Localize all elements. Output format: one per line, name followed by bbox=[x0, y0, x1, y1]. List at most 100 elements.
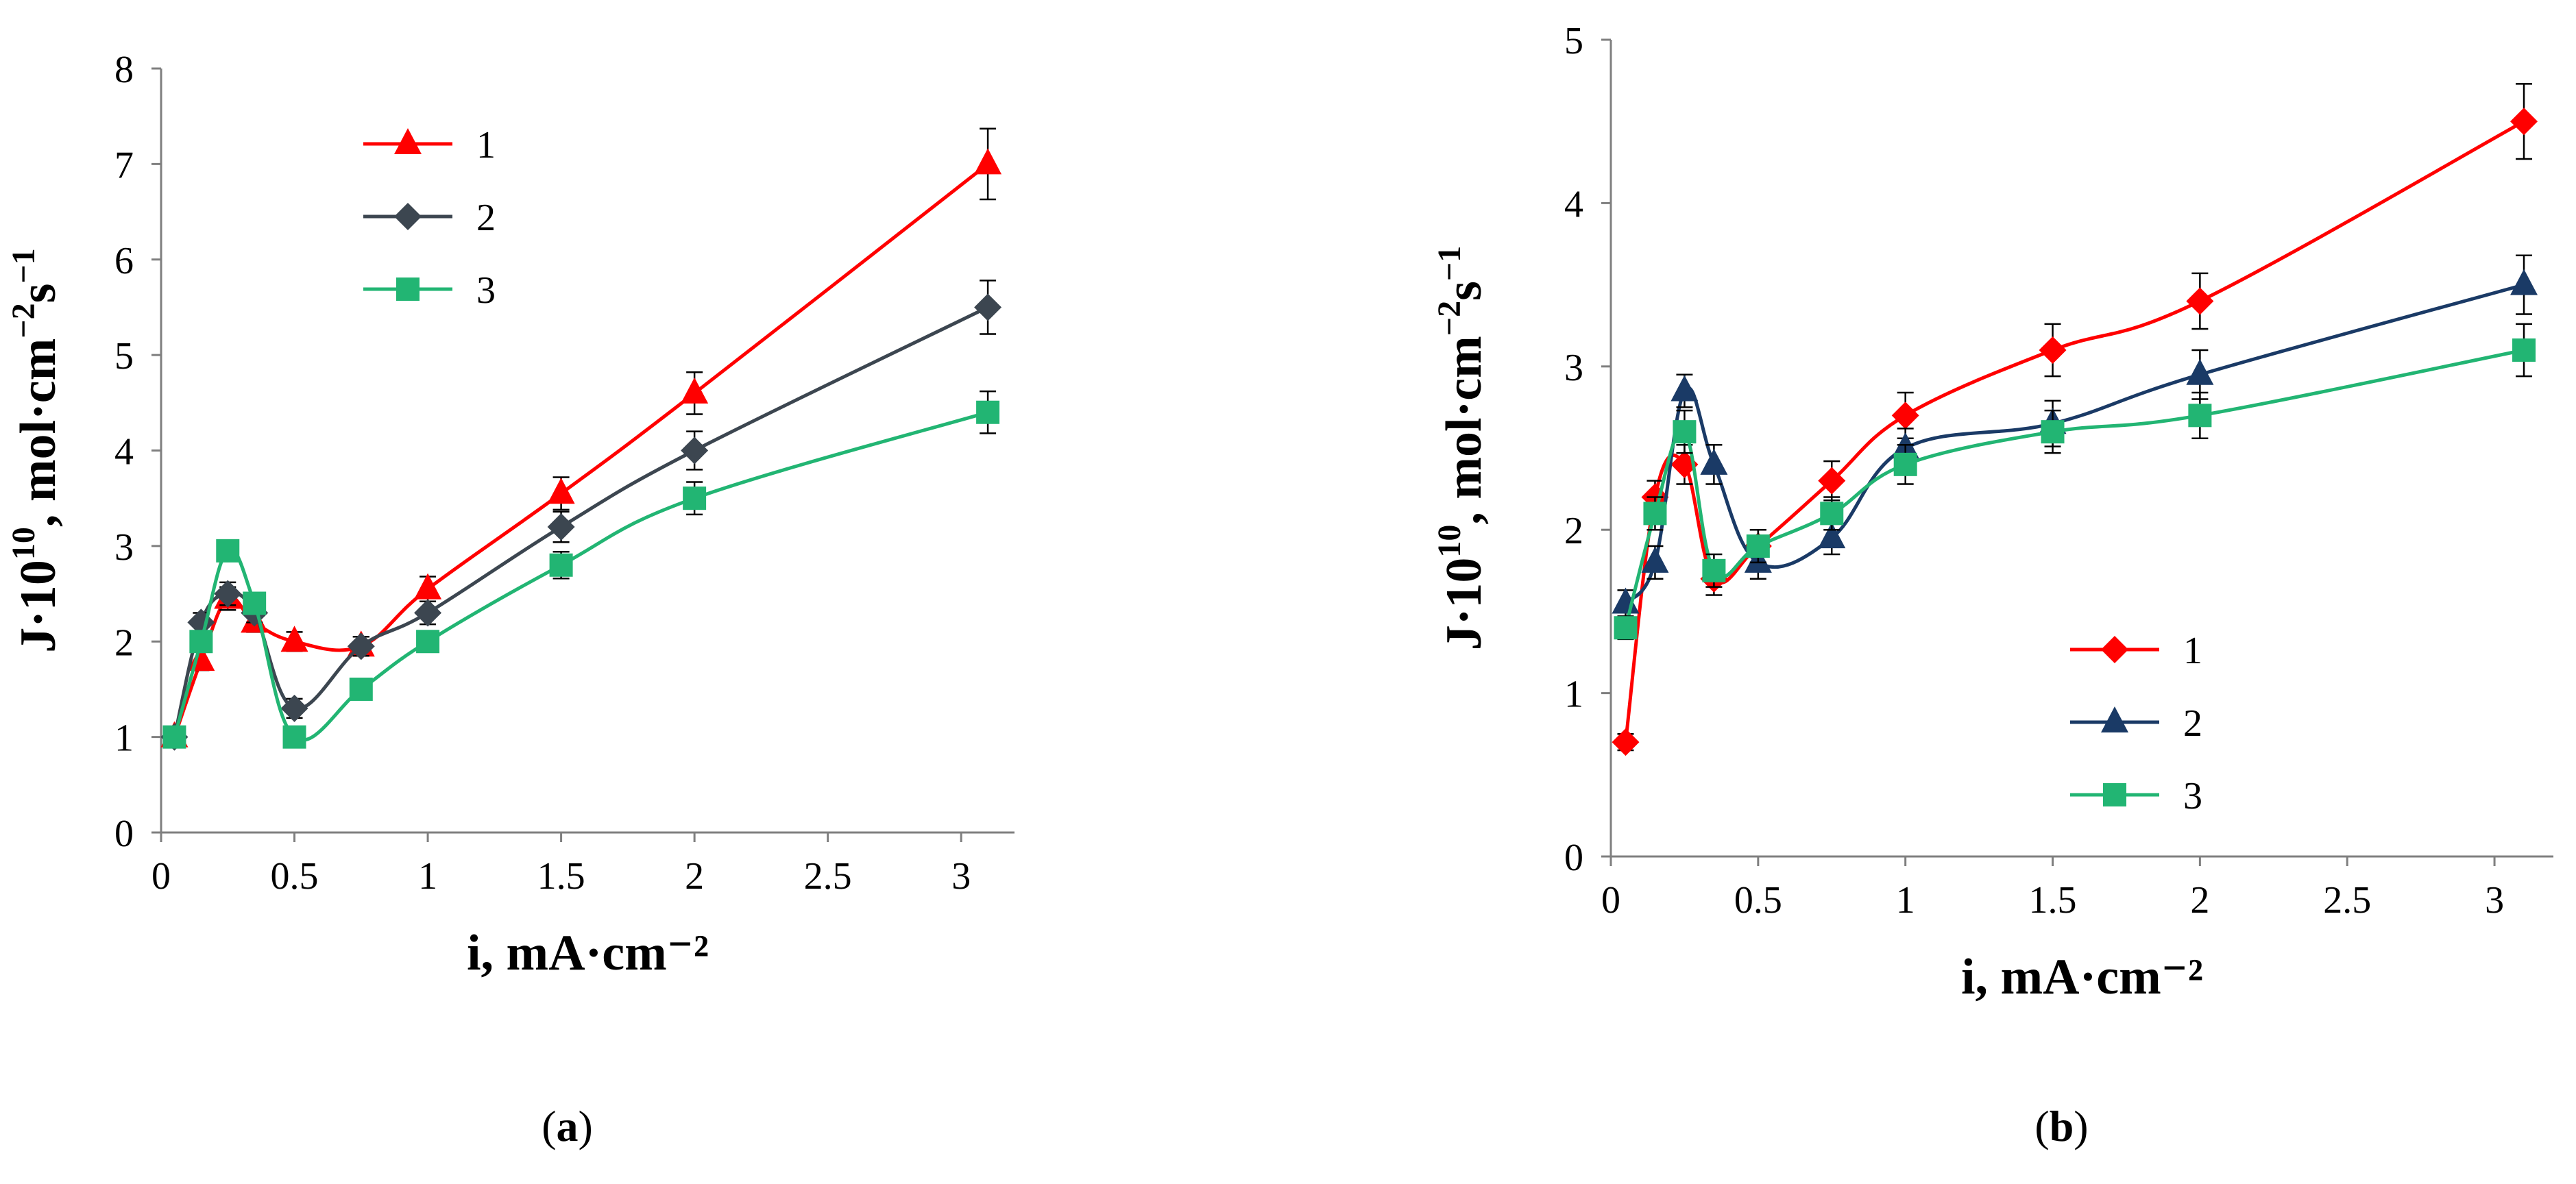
chart-b-series-3-line bbox=[1624, 348, 2525, 628]
chart-a-series-1-point bbox=[414, 573, 442, 600]
chart-a-x-tick-label: 1.5 bbox=[537, 855, 585, 898]
chart-a-series-3-point bbox=[416, 630, 440, 654]
chart-a-series-1-point bbox=[280, 626, 308, 652]
chart-b-y-tick-label: 3 bbox=[1564, 347, 1583, 389]
chart-a-y-tick-label: 0 bbox=[114, 813, 134, 855]
chart-b-legend-swatch-marker bbox=[2101, 636, 2128, 663]
chart-b-series-1 bbox=[1612, 83, 2538, 756]
chart-a-series-2-point bbox=[974, 293, 1002, 321]
chart-a-legend-label: 3 bbox=[476, 269, 496, 312]
chart-b-series-1-point bbox=[1612, 728, 1640, 756]
chart-a-y-tick-label: 7 bbox=[114, 144, 134, 186]
chart-b-series-2-point bbox=[2510, 269, 2538, 295]
chart-b-x-tick-label: 2 bbox=[2190, 879, 2209, 922]
chart-a-legend-label: 2 bbox=[476, 197, 496, 239]
chart-b-caption: (b) bbox=[2034, 1102, 2088, 1150]
chart-a-legend: 1 2 3 bbox=[363, 124, 496, 312]
chart-a-series-3 bbox=[162, 390, 1000, 749]
chart-a-legend-swatch-marker bbox=[396, 278, 420, 301]
chart-a-series-3-point bbox=[349, 677, 373, 701]
chart-a-y-tick-label: 8 bbox=[114, 49, 134, 91]
chart-b-x-tick-label: 1.5 bbox=[2029, 879, 2077, 922]
chart-b-series-3-point bbox=[1643, 502, 1667, 526]
chart-b-series-3-point bbox=[2188, 404, 2212, 428]
chart-b-legend: 1 2 3 bbox=[2070, 630, 2202, 817]
chart-a-y-tick-label: 4 bbox=[114, 431, 134, 473]
chart-b-y-tick-label: 4 bbox=[1564, 183, 1583, 225]
chart-a-series-3-point bbox=[189, 630, 213, 654]
chart-b-legend-swatch-marker bbox=[2103, 783, 2126, 806]
chart-a-y-tick-label: 3 bbox=[114, 526, 134, 569]
chart-b-series-1-point bbox=[1891, 402, 1919, 430]
chart-b-x-tick-label: 2.5 bbox=[2323, 879, 2371, 922]
chart-b-series-1-point bbox=[2510, 108, 2538, 136]
chart-a-y-tick-label: 5 bbox=[114, 335, 134, 378]
chart-b-series-1-point bbox=[2186, 287, 2214, 315]
chart-a-series-3-line bbox=[173, 410, 988, 742]
chart-a-y-tick-label: 2 bbox=[114, 621, 134, 664]
chart-panel-a: 0 1 2 3 4 5 6 7 8 0 0.5 1 1.5 2 2.5 3 i, mA·cm⁻² J·1010, … bbox=[5, 49, 1014, 1150]
chart-b-x-tick-label: 1 bbox=[1896, 879, 1915, 922]
chart-a-legend-swatch-marker bbox=[394, 203, 422, 230]
chart-a-series-3-point bbox=[976, 400, 1000, 424]
chart-b-series-3-point bbox=[1673, 420, 1697, 444]
chart-a-series-2-point bbox=[214, 580, 242, 608]
chart-panel-b: 0 1 2 3 4 5 0 0.5 1 1.5 2 2.5 3 i, mA·cm⁻² J·1010, mol… bbox=[1431, 20, 2553, 1150]
chart-a-series-2-point bbox=[347, 632, 375, 661]
chart-b-series-3-point bbox=[1820, 502, 1844, 526]
chart-b-y-axis-label: J·1010, mol·cm−2s−1 bbox=[1431, 246, 1492, 651]
chart-a-series-2-point bbox=[414, 599, 442, 627]
chart-b-x-axis-label: i, mA·cm⁻² bbox=[1961, 949, 2203, 1005]
chart-b-series-1-point bbox=[1818, 467, 1846, 495]
chart-b-x-tick-label: 0 bbox=[1601, 879, 1620, 922]
chart-b-series-3-point bbox=[1614, 616, 1638, 640]
chart-b-series-2-point bbox=[2186, 358, 2214, 385]
chart-a-series-2 bbox=[160, 280, 1002, 751]
chart-a-x-tick-label: 3 bbox=[951, 855, 971, 898]
chart-b-y-tick-label: 1 bbox=[1564, 674, 1583, 716]
chart-a-series-3-point bbox=[683, 486, 707, 510]
chart-b-series-3-point bbox=[1893, 452, 1917, 476]
chart-b-series-3-point bbox=[1702, 558, 1726, 582]
chart-b-y-tick-label: 0 bbox=[1564, 837, 1583, 879]
chart-b-series-3-point bbox=[2041, 420, 2065, 444]
chart-a-legend-label: 1 bbox=[476, 124, 496, 166]
chart-a-series-1 bbox=[160, 127, 1002, 748]
chart-b-series-1-point bbox=[2039, 336, 2067, 364]
chart-a-series-1-point bbox=[974, 148, 1002, 175]
chart-a-x-tick-label: 1 bbox=[418, 855, 437, 898]
chart-a-series-3-point bbox=[216, 539, 240, 563]
chart-a-x-tick-label: 2.5 bbox=[804, 855, 852, 898]
chart-b-y-tick-label: 5 bbox=[1564, 20, 1583, 62]
chart-b-series-2-point bbox=[1700, 448, 1728, 475]
chart-b-legend-label: 1 bbox=[2183, 630, 2202, 672]
chart-b-y-tick-label: 2 bbox=[1564, 510, 1583, 552]
chart-a-series-1-point bbox=[547, 478, 575, 504]
chart-a-x-tick-label: 2 bbox=[685, 855, 704, 898]
chart-b-x-tick-label: 3 bbox=[2485, 879, 2504, 922]
chart-a-y-tick-label: 1 bbox=[114, 717, 134, 760]
chart-a-x-tick-label: 0 bbox=[151, 855, 171, 898]
chart-a-series-3-point bbox=[549, 553, 573, 577]
chart-a-x-axis-label: i, mA·cm⁻² bbox=[467, 925, 709, 981]
chart-a-series-2-line bbox=[173, 306, 989, 738]
chart-a-series-2-point bbox=[681, 436, 709, 465]
chart-a-legend-swatch-marker bbox=[394, 128, 422, 154]
chart-b-legend-label: 2 bbox=[2183, 702, 2202, 745]
chart-a-series-2-point bbox=[547, 513, 575, 541]
chart-a-y-tick-label: 6 bbox=[114, 240, 134, 282]
chart-a-series-3-point bbox=[282, 725, 306, 749]
chart-a-x-tick-label: 0.5 bbox=[271, 855, 319, 898]
chart-b-legend-swatch-marker bbox=[2101, 706, 2128, 732]
chart-a-y-axis-label: J·1010, mol·cm−2s−1 bbox=[5, 248, 66, 653]
chart-a-series-3-point bbox=[243, 591, 267, 615]
chart-a-series-2-point bbox=[280, 694, 308, 722]
chart-b-series-2-point bbox=[1641, 546, 1669, 573]
chart-b-series-3-point bbox=[1746, 534, 1770, 558]
chart-a-caption: (a) bbox=[542, 1102, 593, 1150]
chart-b-series-3-point bbox=[2512, 338, 2536, 362]
chart-b-series-2-point bbox=[1670, 375, 1699, 402]
chart-b-legend-label: 3 bbox=[2183, 775, 2202, 817]
chart-a-series-3-point bbox=[162, 725, 186, 749]
